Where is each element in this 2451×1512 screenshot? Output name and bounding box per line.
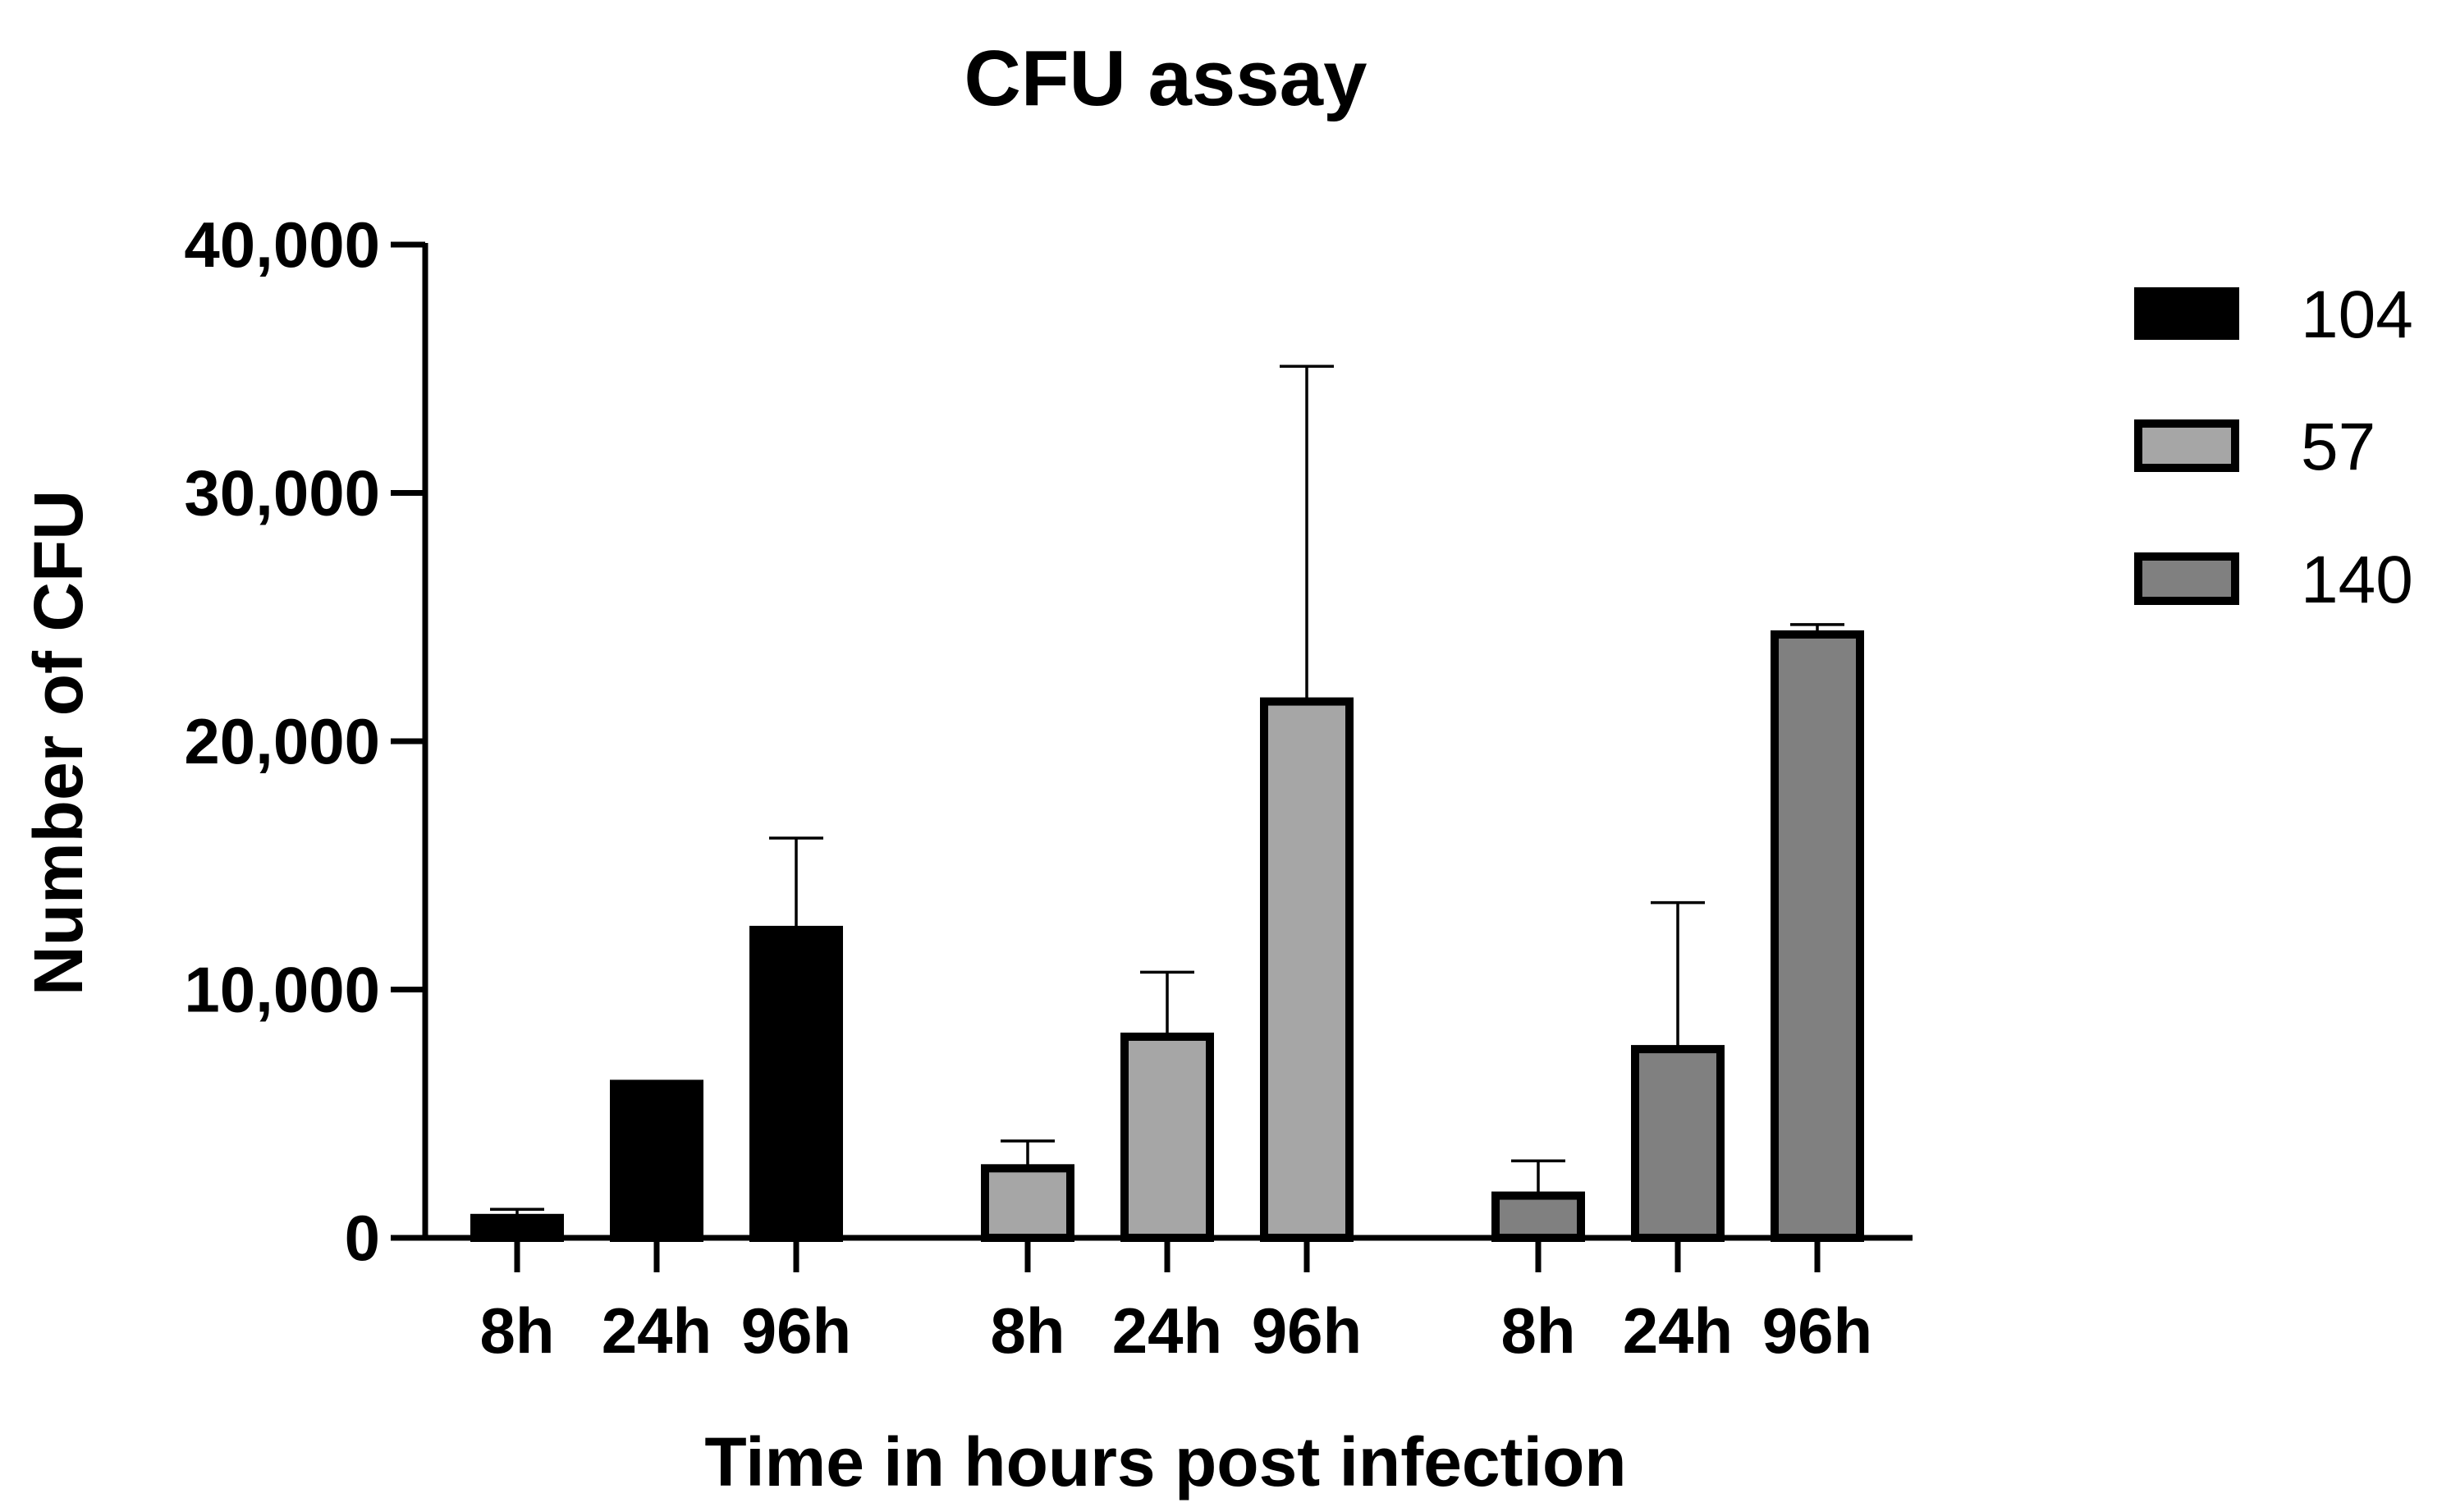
x-tick-label: 24h bbox=[1623, 1294, 1733, 1367]
bar bbox=[749, 925, 843, 1243]
x-axis-title: Time in hours post infection bbox=[704, 1423, 1626, 1501]
plot-area: 0 10,000 20,000 30,000 40,000 8h 24h 96h 8h 24h 96… bbox=[184, 208, 1913, 1367]
bar bbox=[1260, 697, 1354, 1242]
x-tick-label: 96h bbox=[1252, 1294, 1362, 1367]
legend-label: 104 bbox=[2301, 277, 2413, 352]
y-tick-label: 40,000 bbox=[184, 208, 380, 281]
bar bbox=[981, 1164, 1074, 1243]
x-tick-label: 24h bbox=[602, 1294, 712, 1367]
y-tick-label: 10,000 bbox=[184, 954, 380, 1026]
y-tick-label: 20,000 bbox=[184, 705, 380, 777]
chart-title: CFU assay bbox=[964, 34, 1368, 122]
bar bbox=[1771, 630, 1864, 1242]
bar bbox=[1631, 1045, 1725, 1242]
y-tick-label: 30,000 bbox=[184, 457, 380, 529]
x-tick-label: 96h bbox=[741, 1294, 851, 1367]
bar bbox=[1120, 1032, 1214, 1242]
x-tick-label: 8h bbox=[479, 1294, 554, 1367]
legend-swatch bbox=[2134, 419, 2239, 472]
x-tick-label: 96h bbox=[1762, 1294, 1872, 1367]
x-tick-label: 8h bbox=[1500, 1294, 1575, 1367]
legend-label: 57 bbox=[2301, 410, 2375, 484]
bar bbox=[1491, 1191, 1585, 1242]
x-tick-label: 24h bbox=[1112, 1294, 1222, 1367]
legend: 104 57 140 bbox=[2134, 277, 2413, 617]
legend-swatch bbox=[2134, 552, 2239, 605]
y-tick-label: 0 bbox=[345, 1202, 380, 1274]
x-tick-label: 8h bbox=[990, 1294, 1065, 1367]
bar bbox=[610, 1079, 703, 1242]
legend-swatch bbox=[2134, 287, 2239, 340]
bar bbox=[470, 1213, 564, 1243]
y-axis-title: Number of CFU bbox=[20, 490, 97, 996]
legend-label: 140 bbox=[2301, 543, 2413, 617]
